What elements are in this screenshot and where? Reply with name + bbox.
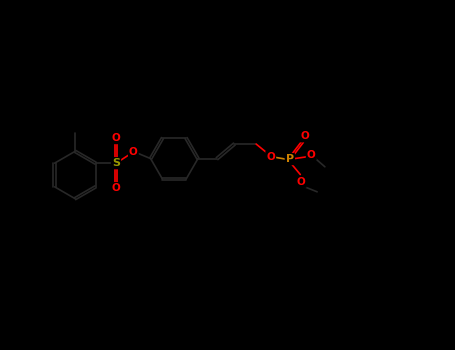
Text: O: O (111, 183, 121, 193)
Text: O: O (129, 147, 138, 157)
Text: O: O (111, 133, 121, 143)
Text: S: S (112, 158, 120, 168)
Text: O: O (307, 149, 316, 160)
Text: O: O (297, 177, 306, 187)
Text: O: O (300, 131, 309, 141)
Text: P: P (286, 154, 294, 164)
Text: O: O (266, 152, 275, 162)
